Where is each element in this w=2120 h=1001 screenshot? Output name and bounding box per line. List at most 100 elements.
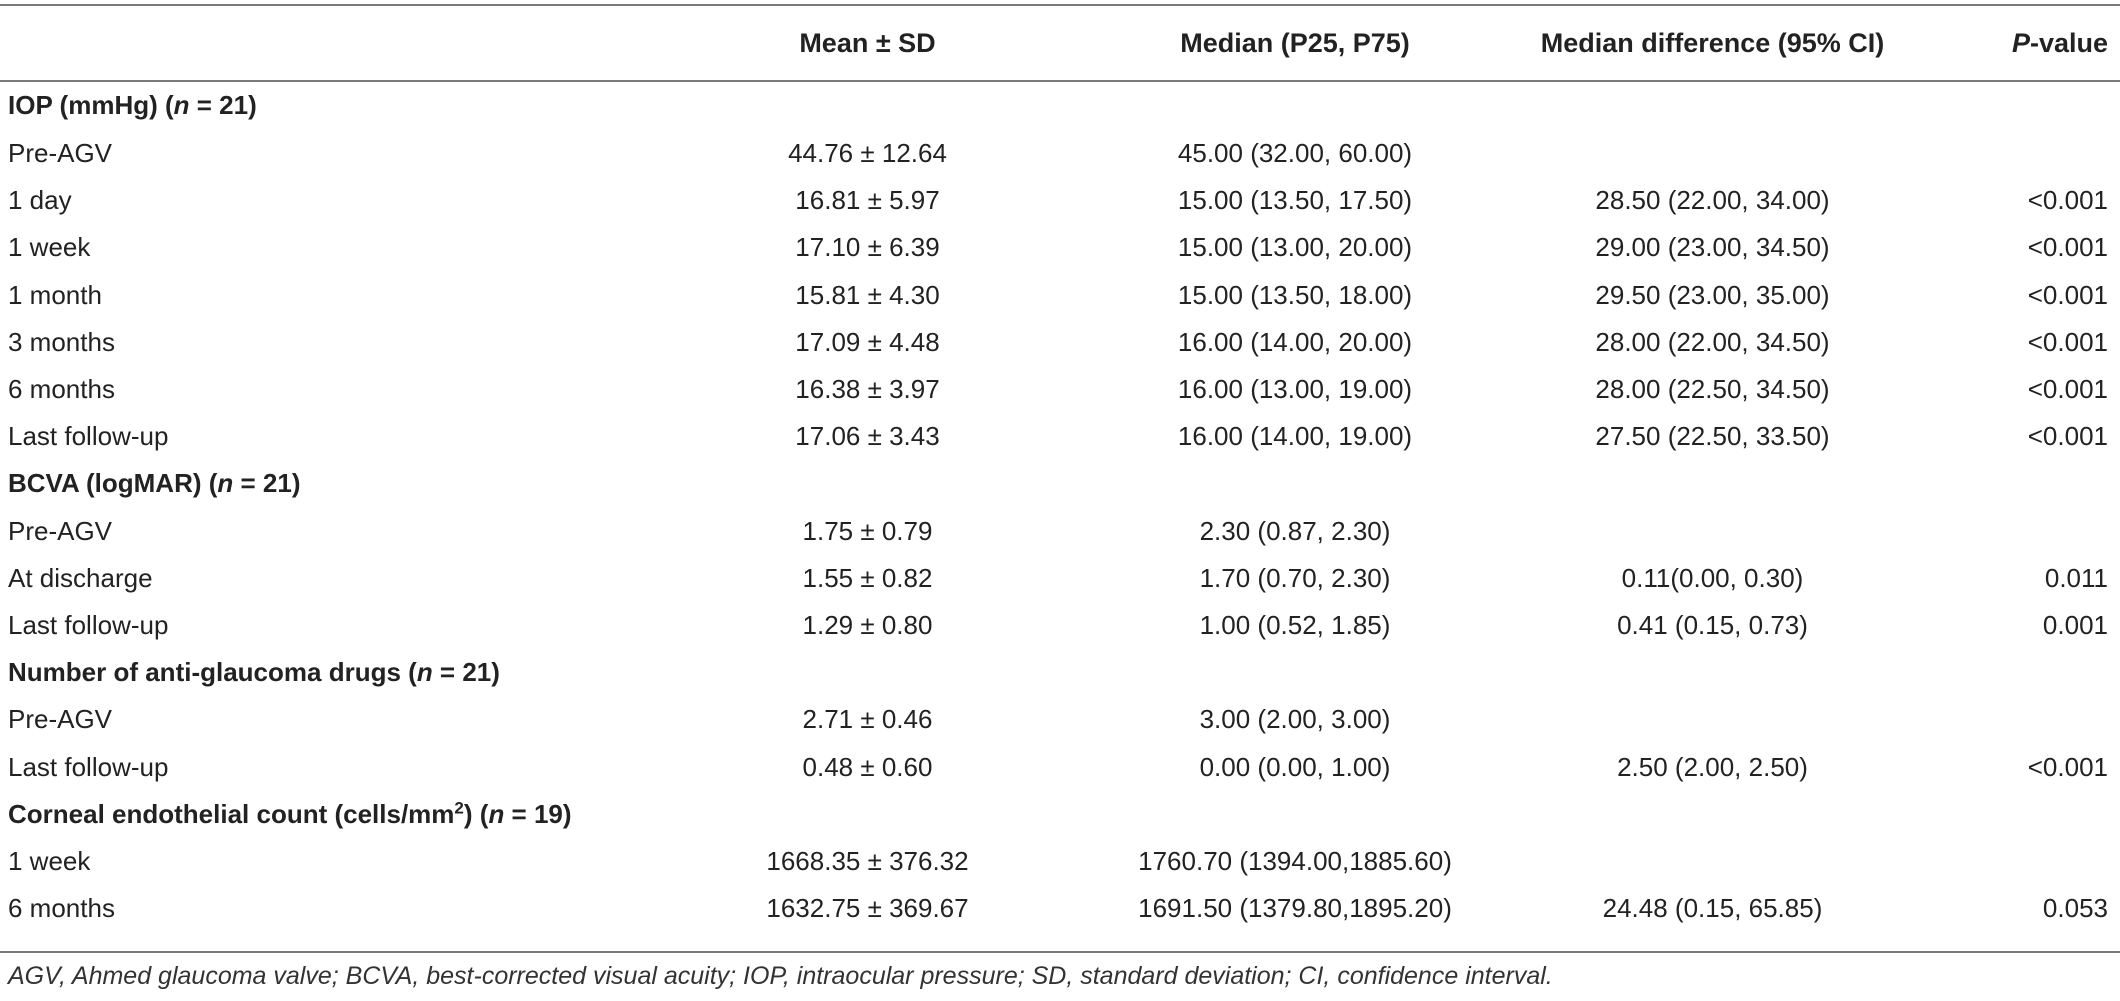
section-title-text: = 21) [432,657,500,688]
cell-p-value [1930,130,2120,177]
section-title-text: Number of anti-glaucoma drugs ( [8,657,417,688]
section-n-variable: n [217,468,234,499]
cell-mean-sd: 44.76 ± 12.64 [788,138,947,169]
header-p-rest: -value [2029,27,2108,58]
header-median-difference: Median difference (95% CI) [1540,27,1885,58]
cell-median-difference: 29.00 (23.00, 34.50) [1595,232,1830,263]
cell-median: 3.00 (2.00, 3.00) [1199,704,1391,735]
cell-mean-sd: 17.06 ± 3.43 [795,421,940,452]
cell-median-difference [1495,508,1930,555]
header-mean-sd: Mean ± SD [799,27,936,58]
row-label: Pre-AGV [8,138,113,169]
cell-p-value [1930,696,2120,743]
results-table: Mean ± SD Median (P25, P75) Median diffe… [0,6,2120,932]
section-header-row: Number of anti-glaucoma drugs (n = 21) [0,649,2120,696]
cell-mean-sd: 15.81 ± 4.30 [795,279,940,310]
table-header: Mean ± SD Median (P25, P75) Median diffe… [0,6,2120,80]
header-median: Median (P25, P75) [1180,27,1410,58]
row-label: Last follow-up [8,421,169,452]
cell-median-difference: 24.48 (0.15, 65.85) [1602,893,1823,924]
cell-median-difference: 28.00 (22.00, 34.50) [1595,326,1830,357]
section-header-row: Corneal endothelial count (cells/mm2) (n… [0,791,2120,838]
cell-median: 15.00 (13.50, 18.00) [1177,279,1413,310]
cell-p-value [1930,508,2120,555]
cell-median: 16.00 (13.00, 19.00) [1177,374,1413,405]
row-label: 6 months [8,893,115,924]
table-top-rule [0,4,2120,6]
table-row: Last follow-up 17.06 ± 3.43 16.00 (14.00, … [0,413,2120,460]
table-body: IOP (mmHg) (n = 21) Pre-AGV 44.76 ± 12.64 4… [0,80,2120,932]
section-title-text: = 21) [189,89,257,120]
cell-mean-sd: 1632.75 ± 369.67 [766,893,969,924]
cell-median: 16.00 (14.00, 20.00) [1177,326,1413,357]
table-row: Pre-AGV 1.75 ± 0.79 2.30 (0.87, 2.30) [0,508,2120,555]
header-p-value: P-value [1930,6,2120,80]
section-title: IOP (mmHg) (n = 21) [0,80,2120,130]
table-row: 6 months 1632.75 ± 369.67 1691.50 (1379.80… [0,885,2120,932]
cell-mean-sd: 16.38 ± 3.97 [795,374,940,405]
section-title-text: IOP (mmHg) ( [8,89,174,120]
table-row: Last follow-up 1.29 ± 0.80 1.00 (0.52, 1.8… [0,602,2120,649]
section-n-variable: n [488,798,505,829]
cell-median-difference: 28.00 (22.50, 34.50) [1595,374,1830,405]
section-title-text: Corneal endothelial count (cells/mm [8,798,455,829]
header-row: Mean ± SD Median (P25, P75) Median diffe… [0,6,2120,80]
table-row: 1 month 15.81 ± 4.30 15.00 (13.50, 18.00) 2… [0,272,2120,319]
cell-mean-sd: 17.10 ± 6.39 [795,232,940,263]
cell-median-difference: 28.50 (22.00, 34.00) [1595,185,1830,216]
section-title-superscript: 2 [454,798,464,818]
cell-median-difference [1495,130,1930,177]
section-header-row: BCVA (logMAR) (n = 21) [0,460,2120,507]
section-n-variable: n [173,89,190,120]
table-row: 3 months 17.09 ± 4.48 16.00 (14.00, 20.00)… [0,319,2120,366]
row-label: 1 week [8,232,91,263]
table-bottom-rule [0,951,2120,953]
cell-median: 1691.50 (1379.80,1895.20) [1138,893,1452,924]
cell-median-difference [1495,696,1930,743]
section-title: Number of anti-glaucoma drugs (n = 21) [0,649,2120,696]
row-label: Pre-AGV [8,704,113,735]
cell-mean-sd: 17.09 ± 4.48 [795,326,940,357]
cell-p-value [1930,838,2120,885]
header-label-col [0,6,640,80]
cell-median: 15.00 (13.50, 17.50) [1177,185,1413,216]
row-label: 1 week [8,845,91,876]
cell-median: 45.00 (32.00, 60.00) [1177,138,1413,169]
section-title-text: = 21) [233,468,301,499]
row-label: 6 months [8,374,115,405]
section-n-variable: n [416,657,433,688]
row-label: 1 day [8,185,72,216]
row-label: 1 month [8,279,102,310]
row-label: 3 months [8,326,115,357]
header-p-italic: P [2011,27,2030,58]
section-title-text: = 19) [504,798,572,829]
cell-p-value: 0.053 [2042,893,2108,924]
cell-median-difference: 29.50 (23.00, 35.00) [1595,279,1830,310]
section-title-text: ) ( [463,798,489,829]
table-row: 1 week 1668.35 ± 376.32 1760.70 (1394.00,1… [0,838,2120,885]
cell-mean-sd: 1.75 ± 0.79 [802,515,933,546]
cell-median: 16.00 (14.00, 19.00) [1177,421,1413,452]
table-footnote: AGV, Ahmed glaucoma valve; BCVA, best-co… [8,962,1553,990]
section-title: Corneal endothelial count (cells/mm2) (n… [0,791,2120,838]
table-row: Pre-AGV 44.76 ± 12.64 45.00 (32.00, 60.00) [0,130,2120,177]
cell-mean-sd: 1.55 ± 0.82 [802,562,933,593]
cell-p-value: 0.001 [2042,609,2108,640]
cell-median: 1.00 (0.52, 1.85) [1199,609,1391,640]
cell-median: 15.00 (13.00, 20.00) [1177,232,1413,263]
section-header-row: IOP (mmHg) (n = 21) [0,80,2120,130]
table-row: At discharge 1.55 ± 0.82 1.70 (0.70, 2.30)… [0,555,2120,602]
cell-mean-sd: 16.81 ± 5.97 [795,185,940,216]
cell-median: 1760.70 (1394.00,1885.60) [1138,845,1452,876]
cell-median-difference: 27.50 (22.50, 33.50) [1595,421,1830,452]
cell-median-difference: 0.41 (0.15, 0.73) [1617,609,1808,640]
row-label: At discharge [8,562,153,593]
table-row: 1 day 16.81 ± 5.97 15.00 (13.50, 17.50) 28.… [0,177,2120,224]
table-row: 6 months 16.38 ± 3.97 16.00 (13.00, 19.00)… [0,366,2120,413]
cell-median: 2.30 (0.87, 2.30) [1199,515,1391,546]
cell-p-value: <0.001 [2027,232,2108,263]
cell-mean-sd: 1.29 ± 0.80 [802,609,933,640]
row-label: Last follow-up [8,609,169,640]
table-header-rule [0,80,2120,82]
section-title: BCVA (logMAR) (n = 21) [0,460,2120,507]
